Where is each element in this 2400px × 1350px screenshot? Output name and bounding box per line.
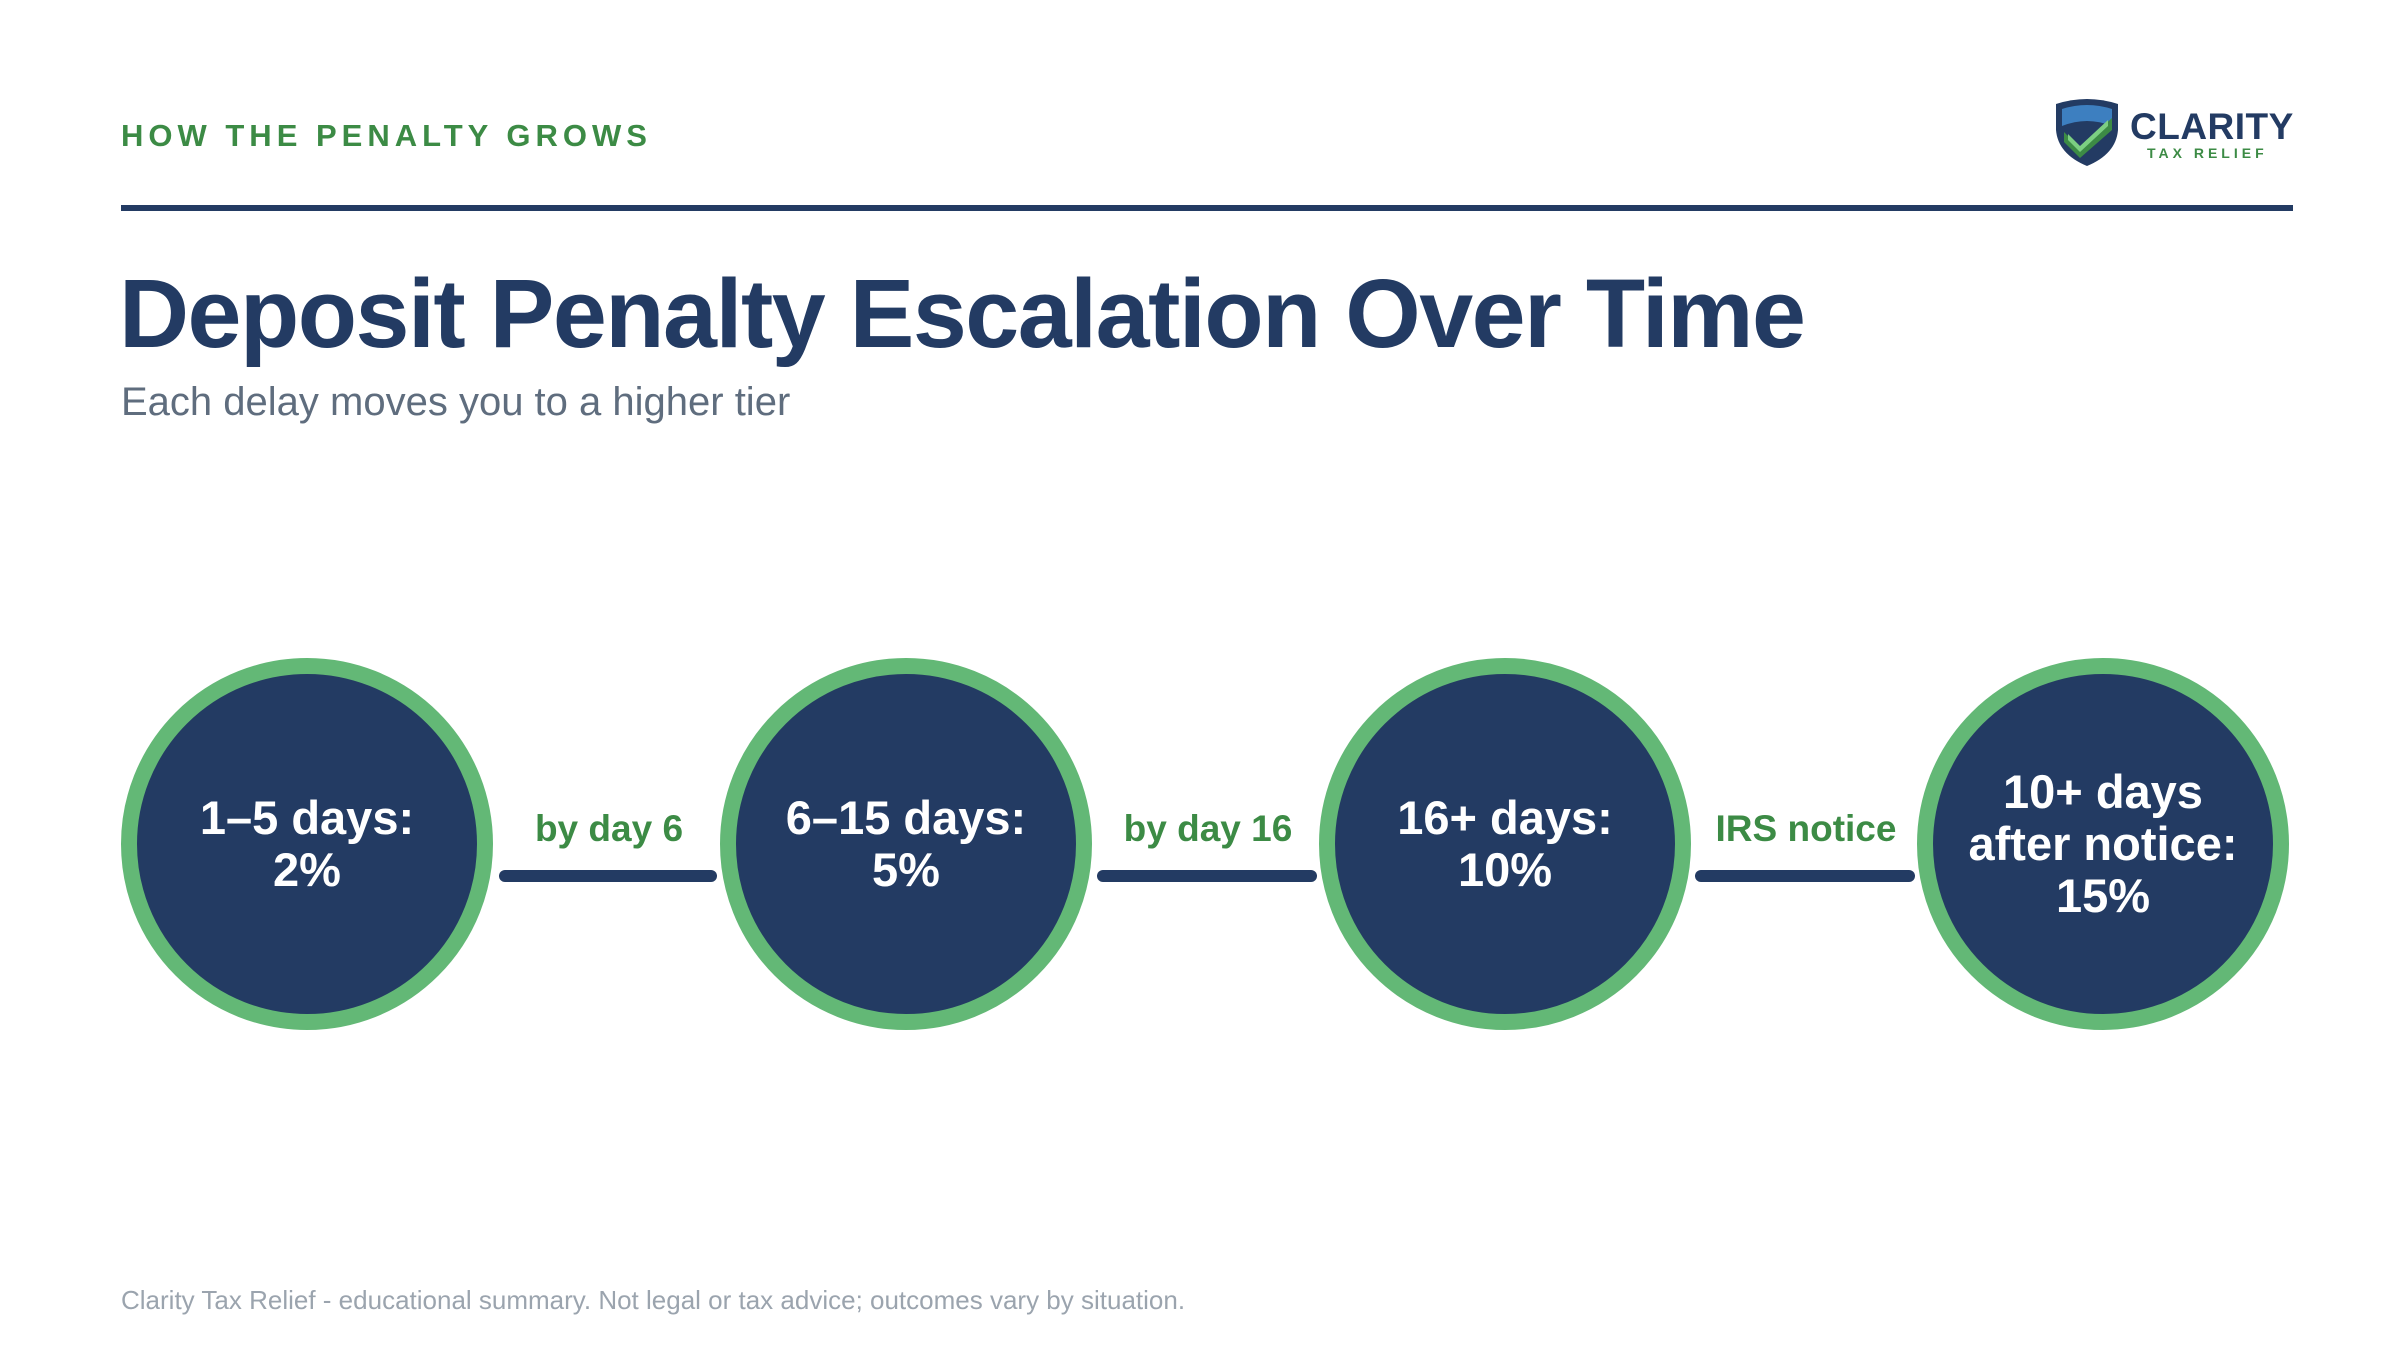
page-subtitle: Each delay moves you to a higher tier [121, 380, 791, 424]
stage-2-label: 6–15 days: 5% [785, 791, 1027, 896]
stage-3-circle: 16+ days: 10% [1319, 658, 1691, 1030]
header-divider [121, 205, 2293, 211]
connector-1-label: by day 6 [534, 808, 684, 849]
connector-2-line [1097, 870, 1317, 882]
stage-3-label: 16+ days: 10% [1397, 791, 1613, 896]
connector-2-label: by day 16 [1123, 808, 1293, 849]
footer-disclaimer: Clarity Tax Relief - educational summary… [121, 1285, 1186, 1315]
shield-check-icon [2056, 99, 2118, 166]
clarity-logo: CLARITY TAX RELIEF [2050, 96, 2293, 168]
logo-tagline: TAX RELIEF [2147, 145, 2268, 161]
connector-3-label: IRS notice [1715, 808, 1897, 849]
connector-1-line [499, 870, 717, 882]
stage-4-circle: 10+ days after notice: 15% [1917, 658, 2289, 1030]
connector-3-line [1695, 870, 1915, 882]
eyebrow-label: HOW THE PENALTY GROWS [121, 118, 652, 153]
stage-1-label: 1–5 days: 2% [199, 791, 415, 896]
stage-4-label: 10+ days after notice: 15% [1968, 765, 2238, 922]
page-title: Deposit Penalty Escalation Over Time [119, 259, 1806, 368]
stage-1-circle: 1–5 days: 2% [121, 658, 493, 1030]
stage-2-circle: 6–15 days: 5% [720, 658, 1092, 1030]
logo-wordmark: CLARITY [2130, 106, 2294, 147]
